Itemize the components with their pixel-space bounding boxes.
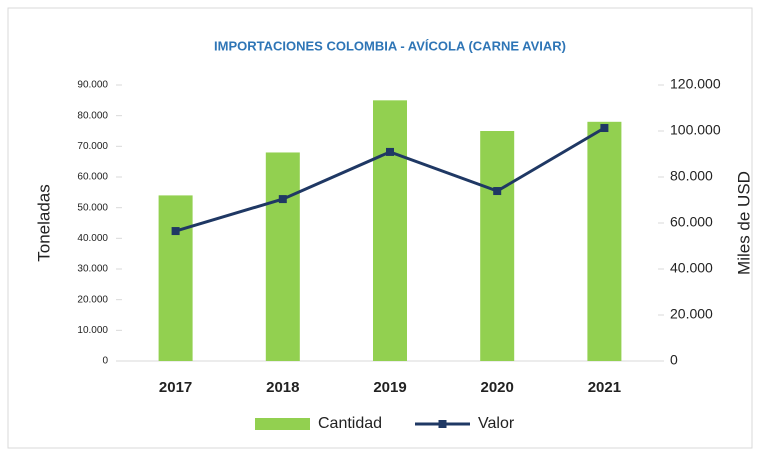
y-tick-label: 20.000 bbox=[77, 294, 108, 305]
bar bbox=[373, 100, 407, 361]
legend-label: Valor bbox=[478, 415, 515, 432]
x-tick-label: 2018 bbox=[266, 379, 299, 396]
x-tick-label: 2021 bbox=[588, 379, 621, 396]
y2-tick-label: 100.000 bbox=[670, 122, 721, 138]
x-tick-label: 2019 bbox=[373, 379, 406, 396]
line-marker bbox=[386, 147, 394, 156]
y-tick-label: 10.000 bbox=[77, 325, 108, 336]
bar bbox=[480, 131, 515, 361]
legend-swatch bbox=[255, 418, 310, 430]
y-tick-label: 60.000 bbox=[77, 172, 108, 183]
bar bbox=[587, 121, 622, 361]
y2-axis-title: Miles de USD bbox=[734, 171, 753, 275]
y-tick-label: 70.000 bbox=[77, 141, 108, 152]
legend-label: Cantidad bbox=[318, 415, 382, 432]
y2-tick-label: 80.000 bbox=[670, 168, 713, 184]
y-axis-title: Toneladas bbox=[34, 184, 53, 262]
legend-marker bbox=[438, 420, 447, 428]
y-tick-label: 30.000 bbox=[77, 264, 108, 275]
line-marker bbox=[278, 195, 287, 204]
x-tick-label: 2017 bbox=[159, 379, 192, 396]
chart-title: IMPORTACIONES COLOMBIA - AVÍCOLA (CARNE … bbox=[214, 38, 566, 53]
y2-tick-label: 20.000 bbox=[670, 306, 713, 322]
y-tick-label: 40.000 bbox=[77, 233, 108, 244]
bar bbox=[265, 152, 300, 361]
y2-tick-label: 40.000 bbox=[670, 260, 713, 276]
line-marker bbox=[600, 124, 609, 133]
y-tick-label: 90.000 bbox=[77, 80, 108, 91]
line-marker bbox=[493, 187, 502, 196]
y2-tick-label: 0 bbox=[670, 352, 678, 368]
y-tick-label: 0 bbox=[102, 356, 108, 367]
y-tick-label: 80.000 bbox=[77, 110, 108, 121]
x-tick-label: 2020 bbox=[481, 379, 514, 396]
bar bbox=[158, 195, 193, 361]
y-tick-label: 50.000 bbox=[77, 202, 108, 213]
y2-tick-label: 120.000 bbox=[670, 76, 721, 92]
line-marker bbox=[171, 227, 180, 236]
y2-tick-label: 60.000 bbox=[670, 214, 713, 230]
